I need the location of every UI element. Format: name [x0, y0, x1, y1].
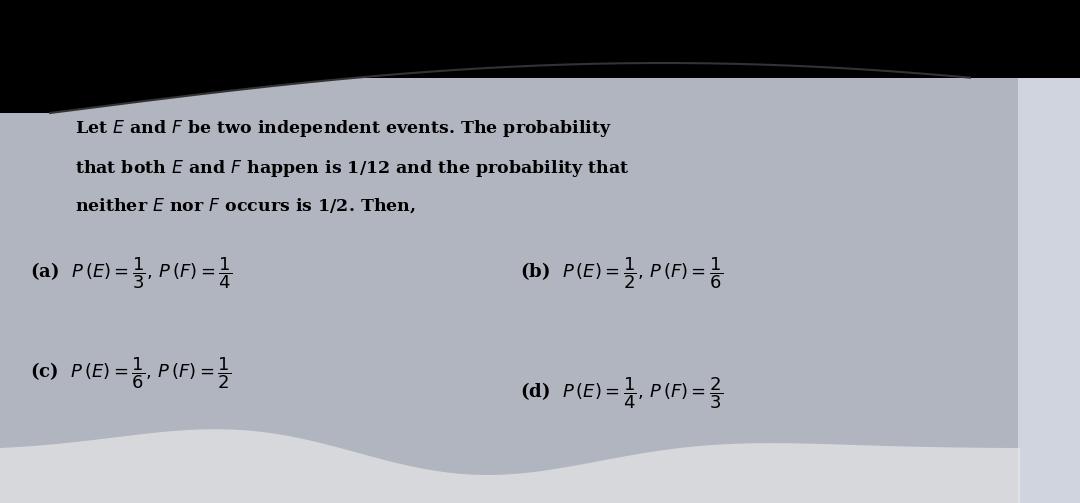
Polygon shape	[0, 73, 1020, 503]
Polygon shape	[0, 0, 970, 113]
Text: Let $E$ and $F$ be two independent events. The probability: Let $E$ and $F$ be two independent event…	[75, 118, 611, 139]
Text: neither $E$ nor $F$ occurs is 1/2. Then,: neither $E$ nor $F$ occurs is 1/2. Then,	[75, 196, 416, 215]
Polygon shape	[0, 429, 1020, 503]
Text: (d)  $P\,(E) = \dfrac{1}{4},\, P\,(F) = \dfrac{2}{3}$: (d) $P\,(E) = \dfrac{1}{4},\, P\,(F) = \…	[519, 375, 723, 410]
Text: OBABI: OBABI	[18, 66, 63, 85]
Text: (b)  $P\,(E) = \dfrac{1}{2},\, P\,(F) = \dfrac{1}{6}$: (b) $P\,(E) = \dfrac{1}{2},\, P\,(F) = \…	[519, 255, 723, 291]
Polygon shape	[1018, 73, 1080, 503]
Text: that both $E$ and $F$ happen is 1/12 and the probability that: that both $E$ and $F$ happen is 1/12 and…	[75, 158, 630, 179]
Text: (c)  $P\,(E) = \dfrac{1}{6},\, P\,(F) = \dfrac{1}{2}$: (c) $P\,(E) = \dfrac{1}{6},\, P\,(F) = \…	[30, 355, 231, 391]
Polygon shape	[0, 0, 1080, 78]
Text: (a)  $P\,(E) = \dfrac{1}{3},\, P\,(F) = \dfrac{1}{4}$: (a) $P\,(E) = \dfrac{1}{3},\, P\,(F) = \…	[30, 255, 232, 291]
